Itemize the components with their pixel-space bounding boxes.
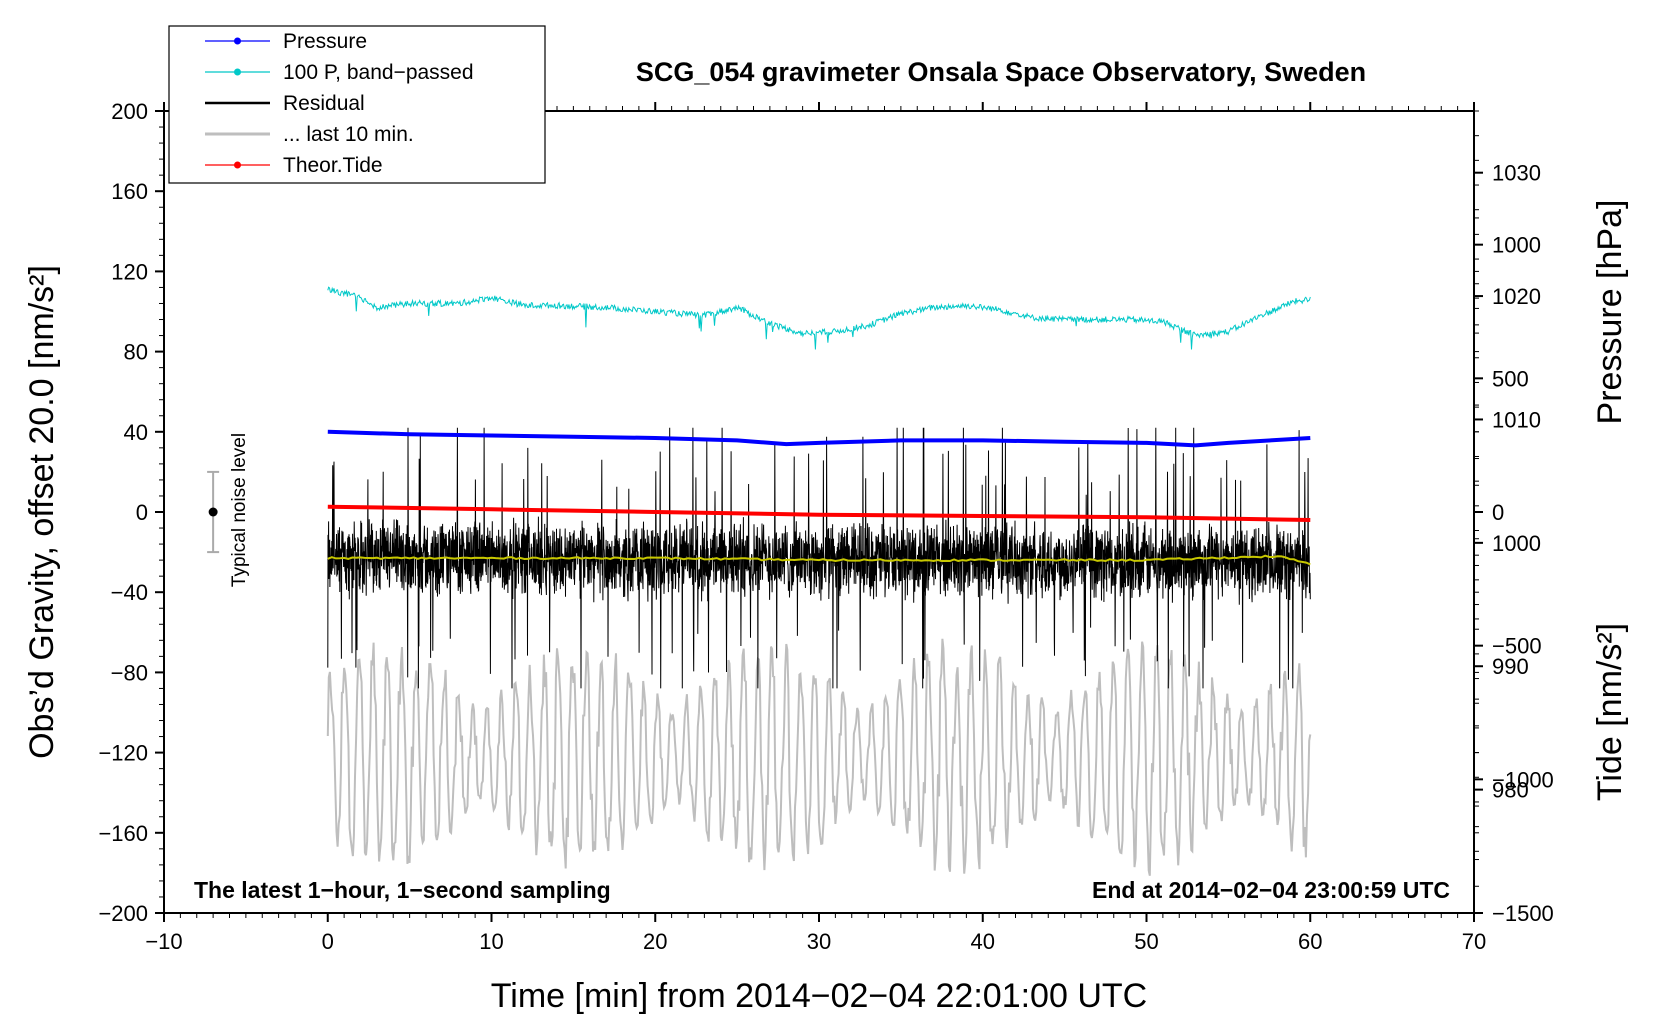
y-left-tick-label: −80: [111, 660, 148, 685]
series-residual-smoothed: [327, 554, 1311, 566]
tide-tick-label: 500: [1492, 366, 1529, 391]
series-theoretical-tide: [327, 504, 1311, 522]
pressure-tick-label: 1020: [1492, 284, 1541, 309]
x-tick-label: −10: [145, 929, 182, 954]
tide-tick-label: 0: [1492, 500, 1504, 525]
tide-tick-label: −1000: [1492, 767, 1554, 792]
legend-marker-pressure: [234, 37, 241, 45]
y-left-tick-label: 0: [136, 500, 148, 525]
y-left-tick-label: 200: [111, 99, 148, 124]
x-tick-label: 50: [1134, 929, 1158, 954]
pressure-tick-label: 990: [1492, 654, 1529, 679]
x-tick-label: 10: [479, 929, 503, 954]
pressure-tick-label: 980: [1492, 778, 1529, 803]
noise-center-dot: [208, 507, 218, 517]
x-tick-label: 20: [643, 929, 667, 954]
plot-area: [326, 286, 1312, 876]
series-band-passed-pressure: [327, 286, 1311, 350]
y-axis-title-pressure: Pressure [hPa]: [1591, 200, 1629, 425]
legend-box: [168, 25, 546, 184]
x-tick-label: 60: [1298, 929, 1322, 954]
legend: Pressure 100 P, band−passed Residual ... la…: [168, 25, 546, 184]
chart-title: SCG_054 gravimeter Onsala Space Observat…: [636, 57, 1366, 87]
legend-label-pressure: Pressure: [283, 30, 367, 53]
y-axis-title-left: Obs’d Gravity, offset 20.0 [nm/s²]: [23, 265, 61, 759]
legend-label-theor-tide: Theor.Tide: [283, 154, 383, 177]
series-last-10-min: [326, 638, 1312, 876]
y-left-tick-label: −200: [98, 901, 148, 926]
annotation-end-time: End at 2014−02−04 23:00:59 UTC: [1092, 877, 1450, 903]
tide-tick-label: −1500: [1492, 901, 1554, 926]
y-left-tick-label: 40: [124, 420, 148, 445]
legend-label-residual: Residual: [283, 92, 365, 115]
y-axis-title-tide: Tide [nm/s²]: [1591, 623, 1629, 801]
legend-marker-100-p-band-passed: [234, 68, 241, 76]
y-left-tick-label: −120: [98, 741, 148, 766]
y-left-tick-label: 120: [111, 259, 148, 284]
x-axis-title: Time [min] from 2014−02−04 22:01:00 UTC: [491, 977, 1147, 1015]
x-tick-label: 40: [971, 929, 995, 954]
noise-level-indicator: Typical noise level: [207, 433, 250, 587]
tide-tick-label: 1000: [1492, 233, 1541, 258]
tide-tick-label: −500: [1492, 634, 1542, 659]
pressure-tick-label: 1030: [1492, 161, 1541, 186]
x-tick-label: 70: [1462, 929, 1486, 954]
annotation-sampling: The latest 1−hour, 1−second sampling: [194, 877, 611, 903]
y-left-tick-label: 160: [111, 179, 148, 204]
x-tick-label: 30: [807, 929, 831, 954]
y-left-tick-label: 80: [124, 340, 148, 365]
noise-label: Typical noise level: [229, 433, 250, 587]
legend-marker-theor-tide: [234, 161, 241, 169]
x-tick-label: 0: [322, 929, 334, 954]
series-pressure: [327, 429, 1311, 448]
series-residual: [327, 427, 1311, 689]
pressure-tick-label: 1000: [1492, 531, 1541, 556]
pressure-tick-label: 1010: [1492, 407, 1541, 432]
y-left-tick-label: −160: [98, 821, 148, 846]
axes: −10 0 10 20 30 40 50 60 7020016012080400−40−80−1…: [98, 99, 1553, 954]
legend-label-100-p-band-passed: 100 P, band−passed: [283, 61, 474, 84]
y-left-tick-label: −40: [111, 580, 148, 605]
legend-label-last-10-min: ... last 10 min.: [283, 123, 414, 146]
